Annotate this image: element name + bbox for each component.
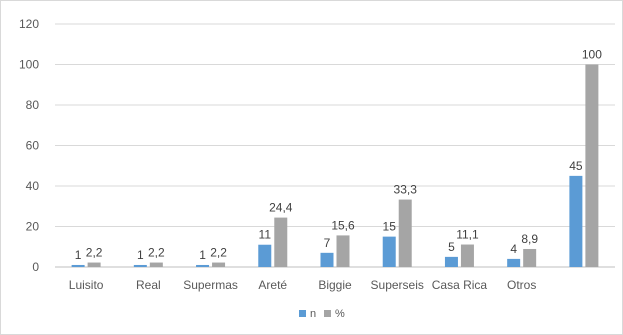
- bar-percent: [585, 64, 599, 267]
- x-tick-label: Otros: [507, 278, 536, 292]
- y-tick-label: 100: [19, 58, 39, 72]
- data-label-n: 1: [199, 248, 206, 262]
- data-label-percent: 2,2: [148, 246, 165, 260]
- y-tick-label: 0: [32, 260, 39, 274]
- y-tick-label: 40: [26, 179, 40, 193]
- x-tick-label: Biggie: [318, 278, 352, 292]
- data-label-percent: 11,1: [456, 228, 479, 242]
- legend-label-percent: %: [335, 308, 345, 320]
- bar-n: [258, 244, 272, 267]
- bar-n: [133, 264, 147, 267]
- bar-n: [320, 252, 334, 267]
- bar-percent: [523, 248, 537, 267]
- bar-percent: [460, 244, 474, 267]
- x-tick-label: Casa Rica: [432, 278, 488, 292]
- bar-percent: [212, 262, 226, 267]
- bar-n: [507, 258, 521, 267]
- x-tick-label: Real: [136, 278, 161, 292]
- x-axis-ticks: Luisito Real Supermas Areté Biggie Superseis C…: [69, 278, 537, 292]
- data-label-percent: 33,3: [394, 183, 418, 197]
- bar-n: [196, 264, 210, 267]
- data-label-n: 7: [324, 236, 331, 250]
- x-tick-label: Luisito: [69, 278, 104, 292]
- legend-swatch-n: [299, 310, 306, 317]
- bar-percent: [149, 262, 163, 267]
- data-label-n: 15: [383, 220, 397, 234]
- bar-percent: [336, 235, 350, 267]
- bars: [71, 64, 599, 267]
- y-tick-label: 20: [26, 220, 40, 234]
- bar-percent: [87, 262, 101, 267]
- bar-n: [444, 256, 458, 267]
- data-label-n: 4: [510, 242, 517, 256]
- legend-swatch-percent: [324, 310, 331, 317]
- data-labels: 1 2,2 1 2,2 1 2,2 11 24,4 715,6 15 33,3 511,1 4 8,9 45…: [75, 48, 602, 262]
- y-tick-label: 80: [26, 98, 40, 112]
- y-axis-ticks: 0 20 40 60 80 100 120: [19, 17, 39, 274]
- x-tick-label: Areté: [258, 278, 287, 292]
- y-tick-label: 60: [26, 139, 40, 153]
- bar-n: [569, 175, 583, 267]
- data-label-percent: 24,4: [269, 201, 293, 215]
- legend: n %: [299, 308, 345, 320]
- y-tick-label: 120: [19, 17, 39, 31]
- bar-percent: [274, 217, 288, 267]
- data-label-n: 11: [259, 228, 272, 242]
- bar-n: [382, 236, 396, 267]
- data-label-percent: 2,2: [210, 246, 227, 260]
- x-tick-label: Superseis: [371, 278, 424, 292]
- data-label-percent: 15,6: [331, 218, 355, 232]
- data-label-percent: 2,2: [86, 246, 103, 260]
- gridlines: [55, 23, 615, 268]
- data-label-percent: 100: [582, 48, 602, 62]
- bar-percent: [398, 199, 412, 267]
- bar-n: [71, 264, 85, 267]
- legend-label-n: n: [310, 308, 316, 320]
- x-tick-label: Supermas: [183, 278, 238, 292]
- data-label-percent: 8,9: [521, 232, 538, 246]
- data-label-n: 1: [75, 248, 82, 262]
- data-label-n: 5: [448, 240, 455, 254]
- data-label-n: 1: [137, 248, 144, 262]
- data-label-n: 45: [569, 159, 583, 173]
